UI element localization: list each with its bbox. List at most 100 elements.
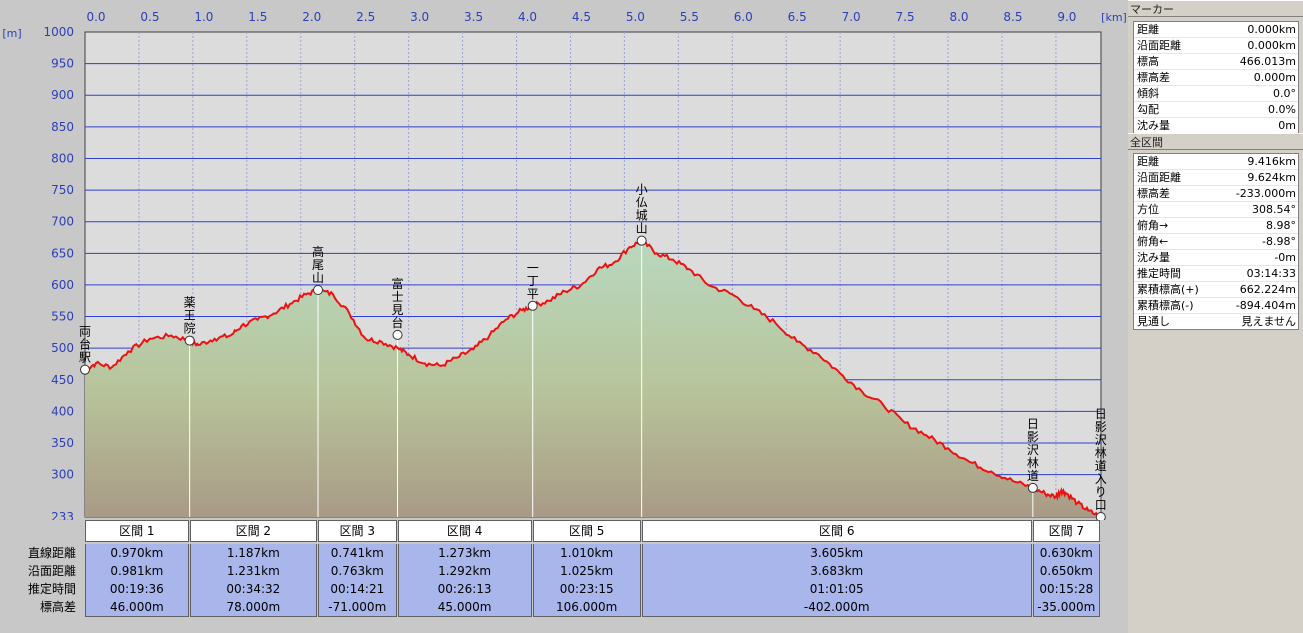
property-key: 見通し <box>1137 315 1170 328</box>
property-value: 662.224m <box>1239 283 1296 296</box>
segment-column[interactable]: 区間 6 3.605km 3.683km 01:01:05 -402.000m <box>641 520 1032 617</box>
segment-row-label: 直線距離 <box>27 546 76 560</box>
segment-header[interactable]: 区間 1 <box>85 520 189 542</box>
x-tick-label: 7.5 <box>896 10 915 24</box>
segment-cell: 3.605km <box>810 546 864 560</box>
property-row: 俯角← -8.98° <box>1134 234 1298 250</box>
elevation-profile-line <box>84 239 1102 520</box>
property-value: 0.000km <box>1247 39 1296 52</box>
segment-column[interactable]: 区間 1 0.970km 0.981km 00:19:36 46.000m <box>85 520 189 617</box>
waypoint-marker[interactable] <box>1095 512 1106 521</box>
marker-panel-title: マーカー <box>1128 0 1303 17</box>
segment-column[interactable]: 区間 7 0.630km 0.650km 00:15:28 -35.000m <box>1032 520 1100 617</box>
segment-cell: 0.630km <box>1039 546 1093 560</box>
property-row: 勾配 0.0% <box>1134 102 1298 118</box>
property-value: 0.0% <box>1268 103 1296 116</box>
segment-column[interactable]: 区間 5 1.010km 1.025km 00:23:15 106.000m <box>532 520 641 617</box>
segment-column[interactable]: 区間 4 1.273km 1.292km 00:26:13 45.000m <box>397 520 532 617</box>
y-tick-label: 850 <box>51 120 74 134</box>
property-key: 距離 <box>1137 23 1159 36</box>
segment-header[interactable]: 区間 3 <box>318 520 397 542</box>
segment-cell: 3.683km <box>810 564 864 578</box>
waypoint-marker[interactable] <box>392 329 403 340</box>
segment-cell: 0.741km <box>330 546 384 560</box>
property-row: 沈み量 -0m <box>1134 250 1298 266</box>
property-key: 推定時間 <box>1137 267 1181 280</box>
segment-row-label: 沿面距離 <box>27 564 76 578</box>
total-properties: 距離 9.416km 沿面距離 9.624km 標高差 -233.000m 方位 308.54… <box>1133 153 1299 330</box>
property-key: 沈み量 <box>1137 119 1170 132</box>
property-value: 9.416km <box>1247 155 1296 168</box>
segment-cell: 1.187km <box>226 546 280 560</box>
segment-values: 3.605km 3.683km 01:01:05 -402.000m <box>641 544 1032 617</box>
segment-header[interactable]: 区間 7 <box>1032 520 1100 542</box>
segment-row-label: 推定時間 <box>27 582 76 596</box>
property-key: 沿面距離 <box>1137 171 1181 184</box>
info-panel: マーカー 距離 0.000km 沿面距離 0.000km 標高 466.013m 標高差 0.… <box>1128 0 1303 633</box>
property-key: 方位 <box>1137 203 1159 216</box>
x-axis-tick-labels: 0.0 0.5 1.0 1.5 2.0 2.5 3.0 3.5 4.0 4.5 5.0 5.5 6.0 6… <box>86 10 1076 24</box>
segment-cell: 00:19:36 <box>109 582 164 596</box>
waypoint-guides <box>189 240 1034 517</box>
x-tick-label: 2.5 <box>356 10 375 24</box>
segment-cell: -402.000m <box>803 600 870 614</box>
segment-cell: 00:34:32 <box>226 582 281 596</box>
segment-column[interactable]: 区間 2 1.187km 1.231km 00:34:32 78.000m <box>189 520 318 617</box>
segment-cell: 1.292km <box>438 564 492 578</box>
waypoint-marker[interactable] <box>527 300 538 311</box>
y-tick-label: 550 <box>51 310 74 324</box>
waypoint-marker[interactable] <box>1027 482 1038 493</box>
segment-cell: -71.000m <box>328 600 387 614</box>
segment-cell: 0.650km <box>1039 564 1093 578</box>
waypoint-label: 富士見台 <box>392 276 404 330</box>
x-tick-label: 9.0 <box>1057 10 1076 24</box>
x-tick-label: 4.5 <box>572 10 591 24</box>
segment-cell: 78.000m <box>226 600 281 614</box>
segment-header[interactable]: 区間 5 <box>532 520 641 542</box>
segment-values: 1.010km 1.025km 00:23:15 106.000m <box>532 544 641 617</box>
x-unit-label: [km] <box>1101 11 1127 24</box>
property-key: 傾斜 <box>1137 87 1159 100</box>
y-tick-label: 700 <box>51 215 74 229</box>
property-value: -233.000m <box>1235 187 1296 200</box>
segment-cell: 46.000m <box>109 600 164 614</box>
property-row: 標高 466.013m <box>1134 54 1298 70</box>
waypoint-marker[interactable] <box>313 284 324 295</box>
x-tick-label: 0.5 <box>140 10 159 24</box>
property-row: 方位 308.54° <box>1134 202 1298 218</box>
property-value: -8.98° <box>1262 235 1296 248</box>
waypoint-label: 日影沢林道 <box>1027 417 1039 483</box>
segment-header[interactable]: 区間 4 <box>397 520 532 542</box>
y-tick-label: 600 <box>51 278 74 292</box>
y-tick-label: 300 <box>51 468 74 482</box>
segment-values: 0.741km 0.763km 00:14:21 -71.000m <box>318 544 397 617</box>
waypoint-label: 高尾山 <box>312 244 324 285</box>
property-key: 標高差 <box>1137 187 1170 200</box>
y-tick-label: 233 <box>51 510 74 520</box>
segment-cell: 0.763km <box>330 564 384 578</box>
segment-header[interactable]: 区間 2 <box>189 520 318 542</box>
waypoint-marker[interactable] <box>636 235 647 246</box>
property-key: 標高差 <box>1137 71 1170 84</box>
segment-cell: 0.981km <box>110 564 164 578</box>
waypoint-label: 両台駅 <box>79 325 91 365</box>
segment-values: 0.630km 0.650km 00:15:28 -35.000m <box>1032 544 1100 617</box>
y-unit-label: [m] <box>2 27 21 40</box>
property-row: 沿面距離 9.624km <box>1134 170 1298 186</box>
y-tick-label: 800 <box>51 151 74 165</box>
segment-cell: 00:23:15 <box>559 582 614 596</box>
waypoint-marker[interactable] <box>80 364 90 375</box>
property-value: 見えません <box>1241 315 1296 328</box>
y-tick-label: 650 <box>51 246 74 260</box>
waypoint-marker[interactable] <box>184 335 195 346</box>
x-tick-label: 5.5 <box>680 10 699 24</box>
segment-cell: 45.000m <box>437 600 492 614</box>
segment-column[interactable]: 区間 3 0.741km 0.763km 00:14:21 -71.000m <box>318 520 397 617</box>
x-tick-label: 8.0 <box>949 10 968 24</box>
y-tick-label: 500 <box>51 341 74 355</box>
x-tick-label: 6.5 <box>788 10 807 24</box>
segment-header[interactable]: 区間 6 <box>641 520 1032 542</box>
waypoint-label: 一丁平 <box>527 261 539 301</box>
segment-table: 直線距離 沿面距離 推定時間 標高差 区間 1 0.970km 0.981km 00:19:… <box>0 520 1128 633</box>
